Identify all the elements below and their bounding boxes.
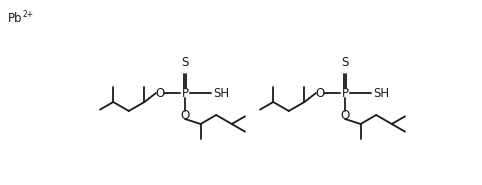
Text: SH: SH [373, 87, 389, 100]
Text: O: O [155, 87, 165, 100]
Text: O: O [340, 108, 349, 122]
Text: P: P [342, 87, 348, 100]
Text: O: O [180, 108, 189, 122]
Text: S: S [181, 56, 188, 68]
Text: P: P [182, 87, 188, 100]
Text: 2+: 2+ [22, 9, 33, 18]
Text: O: O [315, 87, 324, 100]
Text: S: S [341, 56, 348, 68]
Text: Pb: Pb [8, 11, 23, 24]
Text: SH: SH [213, 87, 229, 100]
